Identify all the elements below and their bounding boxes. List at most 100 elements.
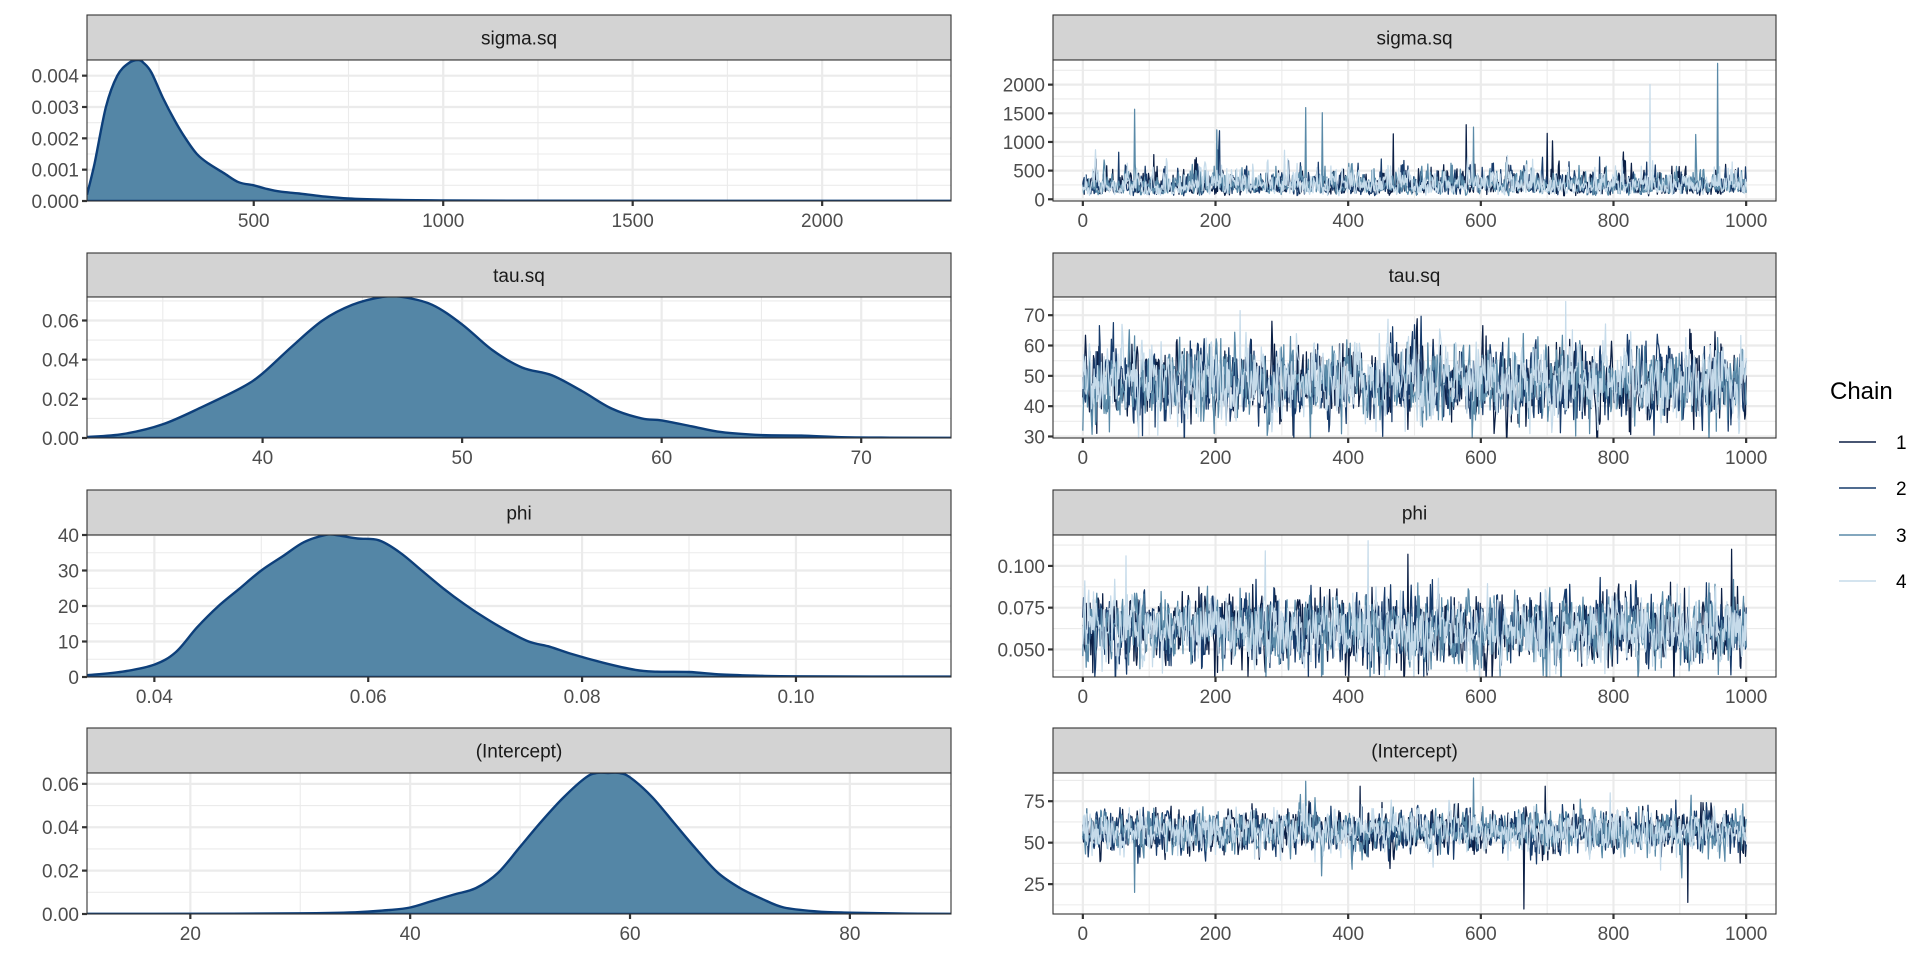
legend-item-chain-4: 4 — [1839, 572, 1907, 593]
x-tick-label: 800 — [1598, 924, 1630, 945]
y-tick-label: 40 — [58, 526, 79, 547]
y-tick-label: 0.04 — [42, 818, 79, 839]
legend-title: Chain — [1830, 378, 1893, 405]
legend-label: 1 — [1896, 433, 1907, 454]
x-tick-label: 400 — [1332, 924, 1364, 945]
x-tick-label: 0.06 — [350, 687, 387, 708]
trace-panels: sigma.sq0 200 400 600 800 1000050010001500200… — [997, 15, 1776, 946]
y-tick-label: 70 — [1024, 306, 1045, 327]
x-tick-label: 200 — [1200, 687, 1232, 708]
x-tick-label: 600 — [1465, 924, 1497, 945]
x-tick-label: 1000 — [1725, 687, 1767, 708]
x-tick-label: 800 — [1598, 687, 1630, 708]
y-tick-label: 0.004 — [31, 67, 79, 88]
y-tick-label: 0.003 — [31, 98, 79, 119]
strip-title: tau.sq — [1389, 266, 1441, 287]
x-tick-label: 400 — [1332, 211, 1364, 232]
y-tick-label: 0.050 — [997, 640, 1045, 661]
y-tick-label: 0.02 — [42, 862, 79, 883]
x-tick-label: 80 — [839, 924, 860, 945]
x-tick-label: 60 — [651, 448, 672, 469]
y-tick-label: 30 — [1024, 427, 1045, 448]
x-tick-label: 0 — [1078, 687, 1089, 708]
y-tick-label: 500 — [1013, 162, 1045, 183]
x-tick-label: 200 — [1200, 448, 1232, 469]
strip-title: tau.sq — [493, 266, 545, 287]
x-tick-label: 60 — [619, 924, 640, 945]
legend-item-chain-3: 3 — [1839, 526, 1907, 547]
y-tick-label: 0 — [1034, 190, 1045, 211]
x-tick-label: 0.10 — [777, 687, 814, 708]
y-tick-label: 1500 — [1003, 104, 1045, 125]
x-tick-label: 0.08 — [564, 687, 601, 708]
y-tick-label: 0.06 — [42, 312, 79, 333]
y-tick-label: 0.06 — [42, 775, 79, 796]
x-tick-label: 0 — [1078, 924, 1089, 945]
density-panel-3: (Intercept) 20 40 60 80 0.00 0.02 0.04 0.06 — [42, 728, 951, 945]
strip-title: phi — [506, 504, 531, 525]
x-tick-label: 1000 — [1725, 211, 1767, 232]
legend-label: 4 — [1896, 572, 1907, 593]
y-tick-label: 0.00 — [42, 429, 79, 450]
x-tick-label: 800 — [1598, 448, 1630, 469]
legend-label: 2 — [1896, 479, 1907, 500]
strip-title: phi — [1402, 504, 1427, 525]
trace-panel-2: phi 0 200 400 600 800 1000 0.050 0.075 0.100 — [997, 490, 1776, 712]
x-tick-label: 500 — [238, 211, 270, 232]
legend: Chain 1 2 3 4 — [1830, 378, 1907, 593]
x-tick-label: 1000 — [1725, 448, 1767, 469]
strip-title: sigma.sq — [1376, 29, 1452, 50]
x-tick-label: 0 — [1078, 448, 1089, 469]
y-tick-label: 50 — [1024, 834, 1045, 855]
strip-title: (Intercept) — [1371, 742, 1458, 763]
x-tick-label: 1000 — [1725, 924, 1767, 945]
y-tick-label: 0.001 — [31, 161, 79, 182]
x-tick-label: 70 — [851, 448, 872, 469]
y-tick-label: 60 — [1024, 337, 1045, 358]
y-tick-label: 0 — [68, 668, 79, 689]
y-tick-label: 0.000 — [31, 192, 79, 213]
x-tick-label: 50 — [452, 448, 473, 469]
x-tick-label: 1500 — [612, 211, 654, 232]
y-tick-label: 50 — [1024, 367, 1045, 388]
x-tick-label: 400 — [1332, 687, 1364, 708]
x-tick-label: 0.04 — [136, 687, 173, 708]
density-panel-2: phi 0.04 0.06 0.08 0.10 0 10 20 30 40 — [47, 490, 951, 708]
x-tick-label: 600 — [1465, 448, 1497, 469]
y-tick-label: 0.04 — [42, 351, 79, 372]
legend-label: 3 — [1896, 526, 1907, 547]
legend-item-chain-1: 1 — [1839, 433, 1907, 454]
legend-item-chain-2: 2 — [1839, 479, 1907, 500]
x-tick-label: 600 — [1465, 687, 1497, 708]
x-tick-label: 40 — [252, 448, 273, 469]
density-panel-1: tau.sq 40 50 60 70 0.00 0.02 0.04 0.06 — [0, 253, 951, 469]
trace-panel-1: tau.sq 0 200 400 600 800 1000 30 40 50 60 70 — [1017, 253, 1776, 469]
y-tick-label: 0.02 — [42, 390, 79, 411]
y-tick-label: 30 — [58, 562, 79, 583]
y-tick-label: 10 — [58, 633, 79, 654]
y-tick-label: 0.100 — [997, 557, 1045, 578]
x-tick-label: 600 — [1465, 211, 1497, 232]
trace-panel-0: sigma.sq 0 200 400 600 800 1000 0 500 1000 1500 200… — [1003, 15, 1776, 232]
x-tick-label: 0 — [1078, 211, 1089, 232]
x-tick-label: 20 — [180, 924, 201, 945]
x-tick-label: 800 — [1598, 211, 1630, 232]
y-tick-label: 0.00 — [42, 905, 79, 926]
strip-title: sigma.sq — [481, 29, 557, 50]
x-tick-label: 200 — [1200, 211, 1232, 232]
y-tick-label: 0.002 — [31, 129, 79, 150]
y-tick-label: 40 — [1024, 397, 1045, 418]
y-tick-label: 2000 — [1003, 76, 1045, 97]
strip-title: (Intercept) — [476, 742, 563, 763]
density-panel-0: sigma.sq 500 1000 1500 2000 0.000 0.001 0.002 0.… — [0, 15, 951, 232]
y-tick-label: 75 — [1024, 792, 1045, 813]
x-tick-label: 1000 — [422, 211, 464, 232]
y-tick-label: 1000 — [1003, 133, 1045, 154]
y-tick-label: 20 — [58, 597, 79, 618]
y-tick-label: 0.075 — [997, 599, 1045, 620]
x-tick-label: 2000 — [801, 211, 843, 232]
trace-panel-3: (Intercept)0 200 400 600 800 1000255075 — [1017, 728, 1776, 946]
x-tick-label: 400 — [1332, 448, 1364, 469]
